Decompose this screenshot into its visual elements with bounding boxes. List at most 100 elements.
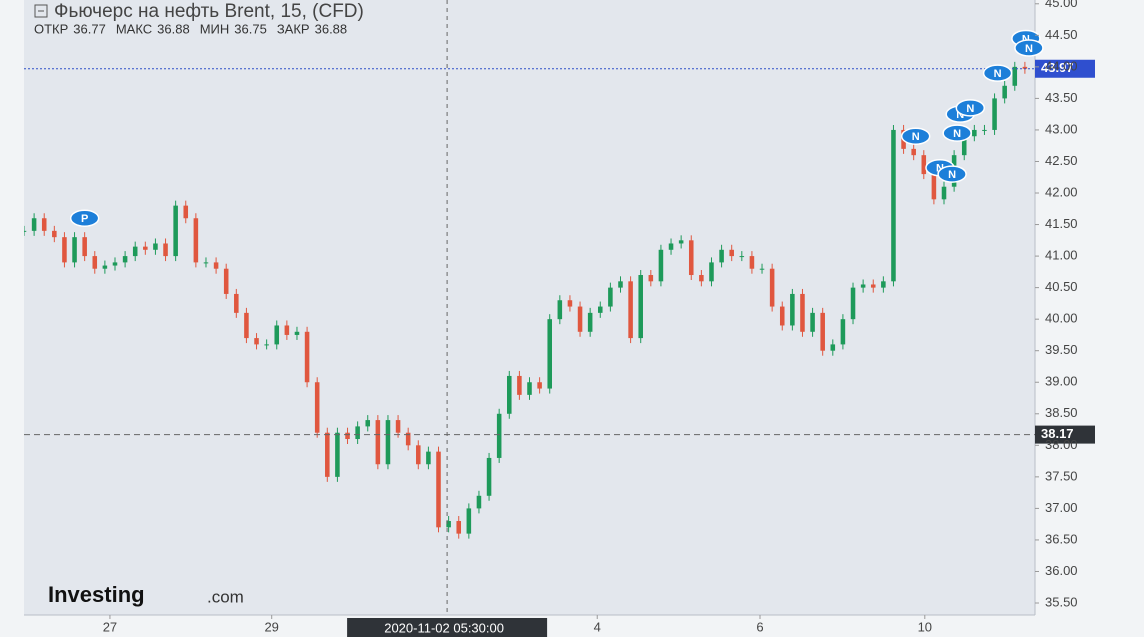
y-tick-label: 44.50 — [1045, 27, 1078, 42]
candle — [304, 331, 310, 383]
y-tick-label: 36.50 — [1045, 531, 1078, 546]
candle — [62, 237, 67, 263]
last-price-tag — [1035, 59, 1095, 78]
candle — [628, 281, 633, 339]
candle — [709, 262, 714, 282]
ohlc-label: МАКС — [116, 21, 152, 36]
candle — [325, 432, 330, 477]
event-marker[interactable] — [942, 124, 972, 142]
candle — [881, 281, 886, 288]
candle — [992, 98, 997, 130]
candle — [810, 312, 815, 332]
candle — [24, 230, 27, 232]
event-label: N — [953, 128, 961, 140]
y-tick-label: 43.50 — [1045, 90, 1078, 105]
event-marker[interactable] — [1014, 39, 1044, 57]
event-label: N — [994, 68, 1002, 80]
logo: Investing — [48, 582, 145, 607]
candle — [466, 508, 472, 534]
event-label: P — [81, 213, 88, 225]
ohlc-value: 36.77 — [73, 21, 106, 36]
event-marker[interactable] — [982, 64, 1013, 82]
candle — [557, 300, 563, 320]
candle — [567, 300, 573, 307]
candle — [31, 218, 37, 231]
candle — [335, 432, 340, 477]
y-tick-label: 42.00 — [1045, 184, 1078, 199]
candle — [244, 312, 249, 339]
candle — [638, 275, 643, 339]
logo: .com — [207, 587, 244, 606]
crosshair-x-label: 2020-11-02 05:30:00 — [384, 620, 504, 635]
candle — [385, 420, 391, 465]
y-tick-label: 37.00 — [1045, 500, 1078, 515]
candle — [223, 268, 229, 294]
candle — [92, 256, 98, 269]
candle — [719, 249, 724, 263]
candle — [658, 249, 664, 282]
candle — [1022, 66, 1028, 69]
event-label: N — [936, 163, 944, 175]
event-label: N — [966, 103, 974, 115]
candle — [41, 218, 47, 231]
candle — [870, 284, 876, 288]
candle — [52, 230, 57, 238]
candle — [1002, 85, 1007, 99]
plot-area — [24, 0, 1035, 615]
candle — [122, 256, 128, 263]
candle — [496, 413, 502, 458]
candle — [527, 382, 532, 395]
event-marker[interactable] — [900, 127, 931, 145]
candle — [365, 420, 371, 427]
candle — [143, 246, 148, 250]
candle — [648, 275, 654, 282]
candle — [517, 375, 522, 395]
y-tick-label: 40.00 — [1045, 311, 1078, 326]
candle — [426, 451, 431, 465]
ohlc-legend: ОТКР 36.77 МАКС 36.88 МИН 36.75 ЗАКР 36.88 — [34, 21, 347, 36]
candle — [345, 432, 350, 440]
candle — [779, 306, 785, 326]
candle — [264, 344, 269, 346]
collapse-icon[interactable] — [34, 4, 48, 18]
y-tick-label: 43.00 — [1045, 121, 1078, 136]
event-label: N — [912, 131, 920, 143]
candle — [749, 256, 755, 269]
x-tick-label: 4 — [594, 619, 601, 634]
crosshair-y-label: 38.17 — [1041, 426, 1074, 441]
candle — [254, 338, 259, 345]
y-tick-label: 39.00 — [1045, 374, 1078, 389]
candle — [416, 445, 421, 465]
candle — [203, 262, 209, 264]
candle — [193, 218, 199, 263]
y-tick-label: 41.50 — [1045, 216, 1078, 231]
candle — [102, 265, 108, 269]
candle — [729, 249, 734, 257]
ohlc-value: 36.88 — [315, 21, 348, 36]
candle — [476, 495, 482, 509]
event-marker[interactable] — [955, 99, 986, 117]
candle — [688, 240, 694, 276]
x-tick-label: 27 — [103, 619, 117, 634]
x-tick-label: 6 — [756, 619, 763, 634]
candle — [739, 256, 745, 258]
candle — [850, 287, 856, 320]
y-tick-label: 36.00 — [1045, 563, 1078, 578]
candle — [82, 237, 87, 257]
ohlc-label: ОТКР — [34, 21, 68, 36]
candle — [153, 243, 158, 250]
y-tick-label: 38.50 — [1045, 405, 1078, 420]
candle — [678, 240, 684, 244]
candle — [183, 205, 189, 219]
candle — [213, 262, 219, 269]
candle — [274, 325, 280, 345]
y-tick-label: 40.50 — [1045, 279, 1078, 294]
candle — [668, 243, 674, 250]
event-marker[interactable] — [937, 165, 967, 183]
event-marker[interactable] — [69, 209, 100, 227]
candle — [800, 293, 805, 332]
candle — [163, 243, 168, 257]
y-tick-label: 35.50 — [1045, 594, 1078, 609]
candle — [112, 262, 118, 266]
